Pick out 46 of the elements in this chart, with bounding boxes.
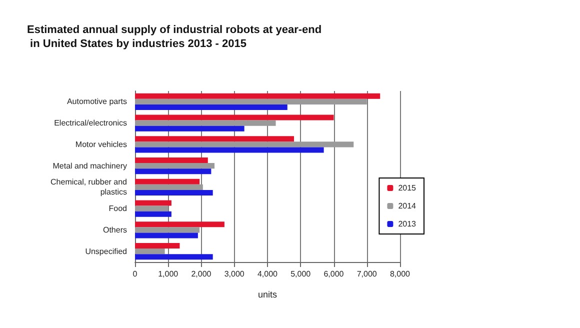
legend-label: 2015	[398, 184, 417, 192]
x-tick-label: 2,000	[191, 270, 212, 278]
bar	[135, 211, 172, 217]
bar	[135, 142, 354, 148]
bar	[135, 163, 214, 169]
y-tick-label: Automotive parts	[66, 97, 127, 106]
bar	[135, 136, 294, 142]
y-tick-label: Motor vehicles	[75, 140, 127, 149]
x-tick-label: 1,000	[158, 270, 179, 278]
bar	[135, 248, 165, 254]
bar	[135, 93, 380, 99]
x-tick-label: 3,000	[224, 270, 245, 278]
bar	[135, 157, 208, 164]
y-tick-label: Metal and machinery	[52, 161, 127, 170]
bar	[135, 184, 203, 190]
x-tick-label: 0	[132, 270, 138, 278]
bar	[135, 178, 200, 184]
bar	[135, 254, 213, 260]
y-tick-label: Food	[108, 204, 127, 214]
bar	[135, 222, 224, 228]
x-tick-label: 4,000	[257, 270, 278, 278]
chart-title: Estimated annual supply of industrial robots at year-end in United States by industries 2013 - 2015	[27, 24, 322, 50]
x-tick-label: 8,000	[390, 270, 411, 278]
x-tick-label: 6,000	[324, 270, 344, 278]
bar	[135, 242, 180, 249]
y-tick-label: Others	[102, 225, 127, 234]
bar	[135, 126, 244, 132]
bar	[135, 190, 213, 196]
bar	[135, 120, 276, 126]
bar	[135, 232, 198, 238]
bar	[135, 227, 200, 233]
legend-label: 2014	[398, 202, 417, 210]
bar	[135, 206, 168, 212]
bar	[135, 200, 172, 206]
legend-label: 2013	[398, 220, 417, 228]
x-tick-label: 5,000	[290, 270, 312, 278]
y-tick-label: Unspecified	[85, 246, 127, 256]
bar	[135, 147, 324, 153]
bar	[135, 114, 334, 120]
y-tick-label: Electrical/electronics	[54, 118, 127, 128]
y-tick-label: Chemical, rubber and plastics	[50, 178, 127, 197]
x-tick-label: 7,000	[356, 270, 378, 278]
x-axis-title: units	[258, 290, 278, 300]
bar	[135, 98, 367, 104]
bar	[135, 104, 288, 110]
bar	[135, 168, 212, 174]
